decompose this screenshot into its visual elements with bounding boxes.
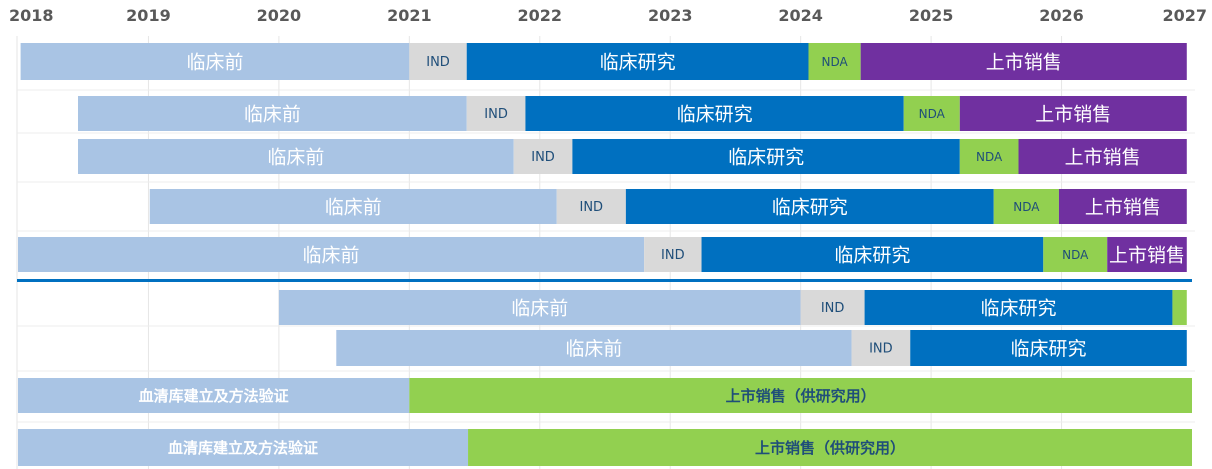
bar-segment (18, 237, 645, 272)
bar-segment (860, 43, 1187, 80)
bar-segment-label: 临床前 (565, 338, 622, 360)
bar-segment (409, 43, 467, 80)
bar-segment (644, 237, 702, 272)
bar-segment (513, 139, 573, 174)
bar-segment-label: NDA (821, 55, 848, 69)
bar-segment-label: NDA (919, 107, 946, 121)
year-tick-label: 2024 (778, 6, 823, 25)
bar-segment (1058, 189, 1187, 224)
bar-segment-label: 临床研究 (981, 297, 1057, 319)
bar-segment (78, 139, 514, 174)
bar-segment-label: 临床前 (325, 196, 382, 218)
bar-segment-label: IND (426, 55, 450, 70)
bar-segment (409, 378, 1192, 413)
gantt-row-1: 临床前 IND 临床研究 NDA 上市销售 (20, 43, 1187, 80)
year-tick-label: 2026 (1039, 6, 1084, 25)
bar-segment (959, 96, 1187, 131)
bar-segment (1018, 139, 1187, 174)
bar-segment (851, 330, 911, 366)
bar-segment-label: IND (484, 107, 508, 122)
bar-segment-label: 临床研究 (728, 146, 804, 168)
bar-segment-label: 上市销售 (986, 51, 1062, 73)
year-tick-label: 2023 (648, 6, 693, 25)
bar-segment (800, 290, 865, 325)
gantt-row-2: 临床前 IND 临床研究 NDA 上市销售 (78, 96, 1187, 131)
bar-segment-label: NDA (976, 150, 1003, 164)
bar-segment (864, 290, 1173, 325)
year-tick-label: 2021 (387, 6, 432, 25)
bar-segment-label: IND (869, 342, 893, 357)
bar-segment (18, 429, 469, 466)
bar-segment-label: 临床前 (244, 103, 301, 125)
bar-segment-label: 上市销售 (1109, 244, 1185, 266)
bar-segment (903, 96, 960, 131)
bar-segment-label: 血清库建立及方法验证 (168, 439, 318, 457)
gantt-row-5: 临床前 IND 临床研究 NDA 上市销售 (18, 237, 1187, 272)
bar-segment (993, 189, 1059, 224)
year-tick-label: 2020 (257, 6, 302, 25)
bar-segment-label: 上市销售 (1085, 196, 1161, 218)
bar-segment-label: 上市销售 (1035, 103, 1111, 125)
bar-segment (20, 43, 410, 80)
bar-segment (1107, 237, 1187, 272)
bar-segment (556, 189, 626, 224)
bar-segment (1043, 237, 1108, 272)
bar-segment-label: IND (580, 200, 604, 215)
bar-segment-label: NDA (1062, 248, 1089, 262)
phase-divider (17, 279, 1192, 282)
bar-segment (525, 96, 904, 131)
bar-segment (466, 43, 809, 80)
gantt-row-3: 临床前 IND 临床研究 NDA 上市销售 (78, 139, 1187, 174)
bar-segment-label: 血清库建立及方法验证 (139, 387, 289, 405)
bar-segment (625, 189, 994, 224)
bar-segment-label: 临床研究 (600, 51, 676, 73)
bar-segment-label: IND (661, 248, 685, 263)
year-tick-label: 2019 (126, 6, 171, 25)
bar-segment (466, 96, 526, 131)
bar-segment (336, 330, 852, 366)
bar-segment (910, 330, 1187, 366)
bar-segment (808, 43, 861, 80)
bar-segment-label: IND (531, 150, 555, 165)
bar-segment-label: 临床前 (186, 51, 243, 73)
bar-segment-label: NDA (1013, 200, 1040, 214)
bar-segment (468, 429, 1192, 466)
year-tick-label: 2022 (518, 6, 563, 25)
x-axis-years: 2018 2019 2020 2021 2022 2023 2024 2025 2026 2027 (9, 6, 1207, 25)
gantt-row-8: 临床前 IND 临床研究 (336, 330, 1187, 366)
year-tick-label: 2018 (9, 6, 54, 25)
bar-segment-label: 上市销售（供研究用） (755, 439, 905, 457)
bar-segment-label: 临床研究 (677, 103, 753, 125)
bar-segment-label: 临床研究 (834, 244, 910, 266)
gantt-row-9: 血清库建立及方法验证 上市销售（供研究用） (18, 378, 1192, 413)
gantt-row-4: 临床前 IND 临床研究 NDA 上市销售 (149, 189, 1187, 224)
bar-segment (959, 139, 1019, 174)
bar-segment-label: 上市销售 (1065, 146, 1141, 168)
bar-segment (701, 237, 1044, 272)
gantt-row-10: 血清库建立及方法验证 上市销售（供研究用） (18, 429, 1192, 466)
bar-segment (78, 96, 467, 131)
bar-segment (1172, 290, 1187, 325)
bar-segment-label: 临床研究 (1011, 338, 1087, 360)
bar-segment-label: 上市销售（供研究用） (726, 387, 876, 405)
year-tick-label: 2025 (909, 6, 954, 25)
bar-segment (572, 139, 960, 174)
bar-segment (149, 189, 557, 224)
bar-segment-label: 临床研究 (772, 196, 848, 218)
year-tick-label: 2027 (1162, 6, 1207, 25)
bar-segment-label: 临床前 (267, 146, 324, 168)
bar-segment-label: 临床前 (303, 244, 360, 266)
bar-segment (18, 378, 410, 413)
bar-segment (278, 290, 801, 325)
bar-segment-label: IND (821, 301, 845, 316)
bar-segment-label: 临床前 (511, 297, 568, 319)
